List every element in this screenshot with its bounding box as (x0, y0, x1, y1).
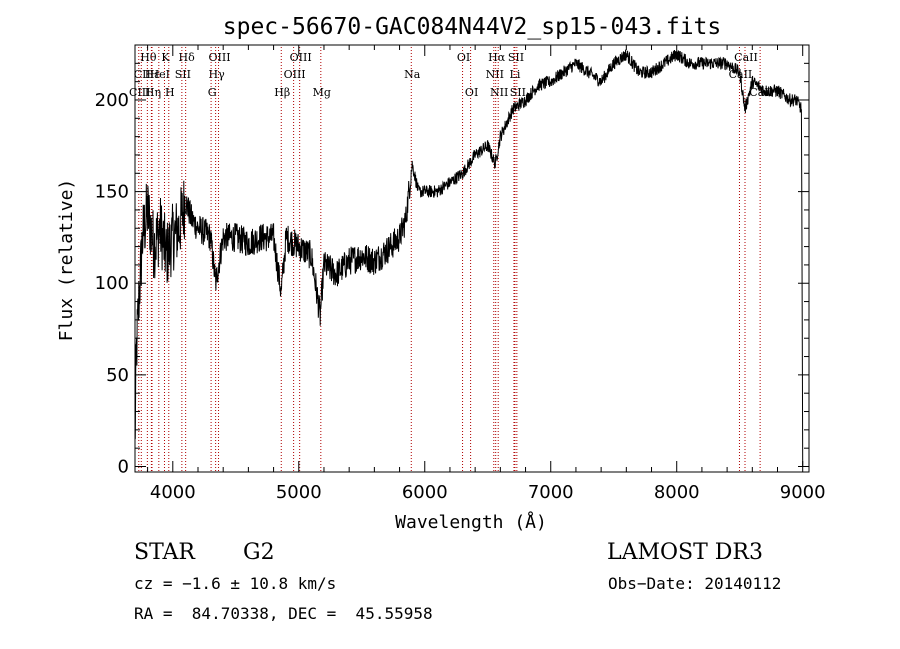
line-marker-label: Hβ (274, 86, 290, 99)
line-marker-label: Li (510, 68, 521, 81)
line-marker-label: Hγ (209, 68, 226, 81)
x-tick-label: 8000 (654, 482, 700, 503)
line-marker-label: Hθ (140, 51, 157, 64)
line-marker-label: SII (508, 51, 524, 64)
line-marker-label: SII (510, 86, 526, 99)
line-marker-label: Hα (488, 51, 506, 64)
x-tick-label: 5000 (276, 482, 322, 503)
line-marker-label: H (165, 86, 175, 99)
x-axis-label: Wavelength (Å) (395, 511, 547, 533)
line-marker-label: Mg (313, 86, 331, 99)
line-marker-label: CaII (734, 51, 758, 64)
y-tick-label: 0 (118, 457, 129, 478)
line-marker-label: Hδ (179, 51, 196, 64)
line-marker-label: OIII (208, 51, 230, 64)
spectrum-line (134, 49, 804, 467)
y-axis-ticks: 0 50 100 150 200 (95, 62, 809, 478)
object-subclass: G2 (243, 540, 275, 565)
line-marker-label: OIII (284, 68, 306, 81)
line-marker-label: G (208, 86, 217, 99)
x-tick-label: 4000 (150, 482, 196, 503)
line-marker-label: OIII (290, 51, 312, 64)
y-tick-label: 150 (95, 182, 129, 203)
line-marker-label: Hε (145, 68, 161, 81)
line-marker-label: CIII (129, 86, 150, 99)
line-marker-label: OI (465, 86, 478, 99)
line-marker-label: Na (404, 68, 421, 81)
observation-date: Obs−Date: 20140112 (608, 574, 782, 593)
plot-frame (134, 44, 810, 473)
line-marker-label: NII (490, 86, 508, 99)
line-marker-label: Hη (145, 86, 161, 99)
survey-name: LAMOST DR3 (607, 540, 763, 565)
x-axis-ticks: 4000 5000 6000 7000 8000 9000 (147, 45, 826, 503)
line-marker-label: CII (134, 68, 151, 81)
y-tick-label: 100 (95, 273, 129, 294)
y-axis-label: Flux (relative) (56, 179, 77, 342)
spectrum-series (134, 49, 804, 467)
line-marker-label: K (161, 51, 170, 64)
x-tick-label: 7000 (528, 482, 574, 503)
object-class: STAR (134, 540, 195, 565)
line-marker-label: SII (175, 68, 191, 81)
redshift-readout: cz = −1.6 ± 10.8 km/s (134, 574, 337, 593)
chart-title: spec-56670-GAC084N44V2_sp15-043.fits (223, 14, 722, 40)
y-tick-label: 50 (106, 365, 129, 386)
line-marker-label: HeI (150, 68, 170, 81)
x-tick-label: 6000 (402, 482, 448, 503)
y-tick-label: 200 (95, 90, 129, 111)
coordinates-readout: RA = 84.70338, DEC = 45.55958 (134, 604, 433, 623)
line-marker-label: OI (457, 51, 470, 64)
x-tick-label: 9000 (780, 482, 826, 503)
line-marker-label: NII (486, 68, 504, 81)
emission-line-markers: Hθ CII CIII Hε Hη K HeI H Hδ SII OIII Hγ G Hβ OIII OIII… (129, 47, 773, 472)
